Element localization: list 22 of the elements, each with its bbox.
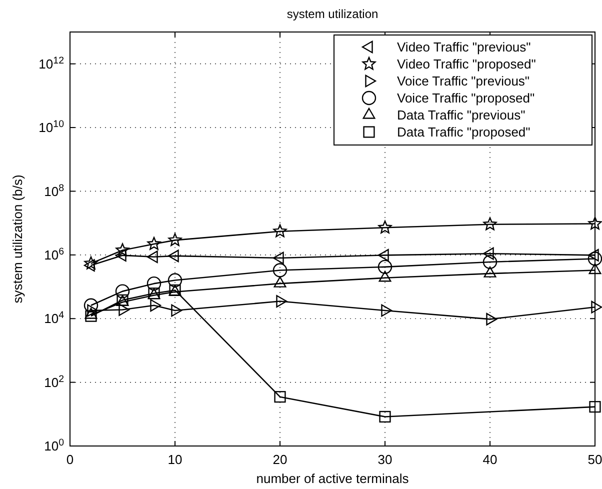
legend-label: Video Traffic "proposed": [397, 56, 536, 72]
legend-label: Data Traffic "previous": [397, 108, 526, 123]
legend-label: Video Traffic "previous": [397, 40, 532, 55]
legend-label: Voice Traffic "proposed": [397, 90, 536, 106]
x-tick-label: 50: [588, 452, 602, 467]
y-axis-title: system utilization (b/s): [10, 174, 25, 304]
x-axis-title: number of active terminals: [256, 471, 410, 486]
y-tick-label: 10$^{2}$: [44, 373, 64, 390]
x-tick-label: 20: [272, 452, 288, 467]
x-tick-label: 0: [66, 452, 74, 467]
y-tick-label: 10$^{6}$: [44, 246, 64, 262]
x-tick-label: 30: [378, 452, 392, 467]
y-tick-label: 10$^{12}$: [38, 54, 64, 72]
legend-label: Data Traffic "proposed": [397, 124, 531, 140]
y-tick-label: 10$^{10}$: [38, 118, 65, 136]
legend-label: Voice Traffic "previous": [397, 74, 530, 89]
y-tick-label: 10$^{8}$: [44, 182, 64, 199]
chart-title: system utilization: [286, 7, 378, 21]
x-tick-label: 10: [168, 452, 182, 467]
x-tick-label: 40: [482, 452, 498, 467]
y-tick-label: 10$^{0}$: [44, 437, 65, 454]
y-tick-label: 10$^{4}$: [44, 310, 65, 326]
